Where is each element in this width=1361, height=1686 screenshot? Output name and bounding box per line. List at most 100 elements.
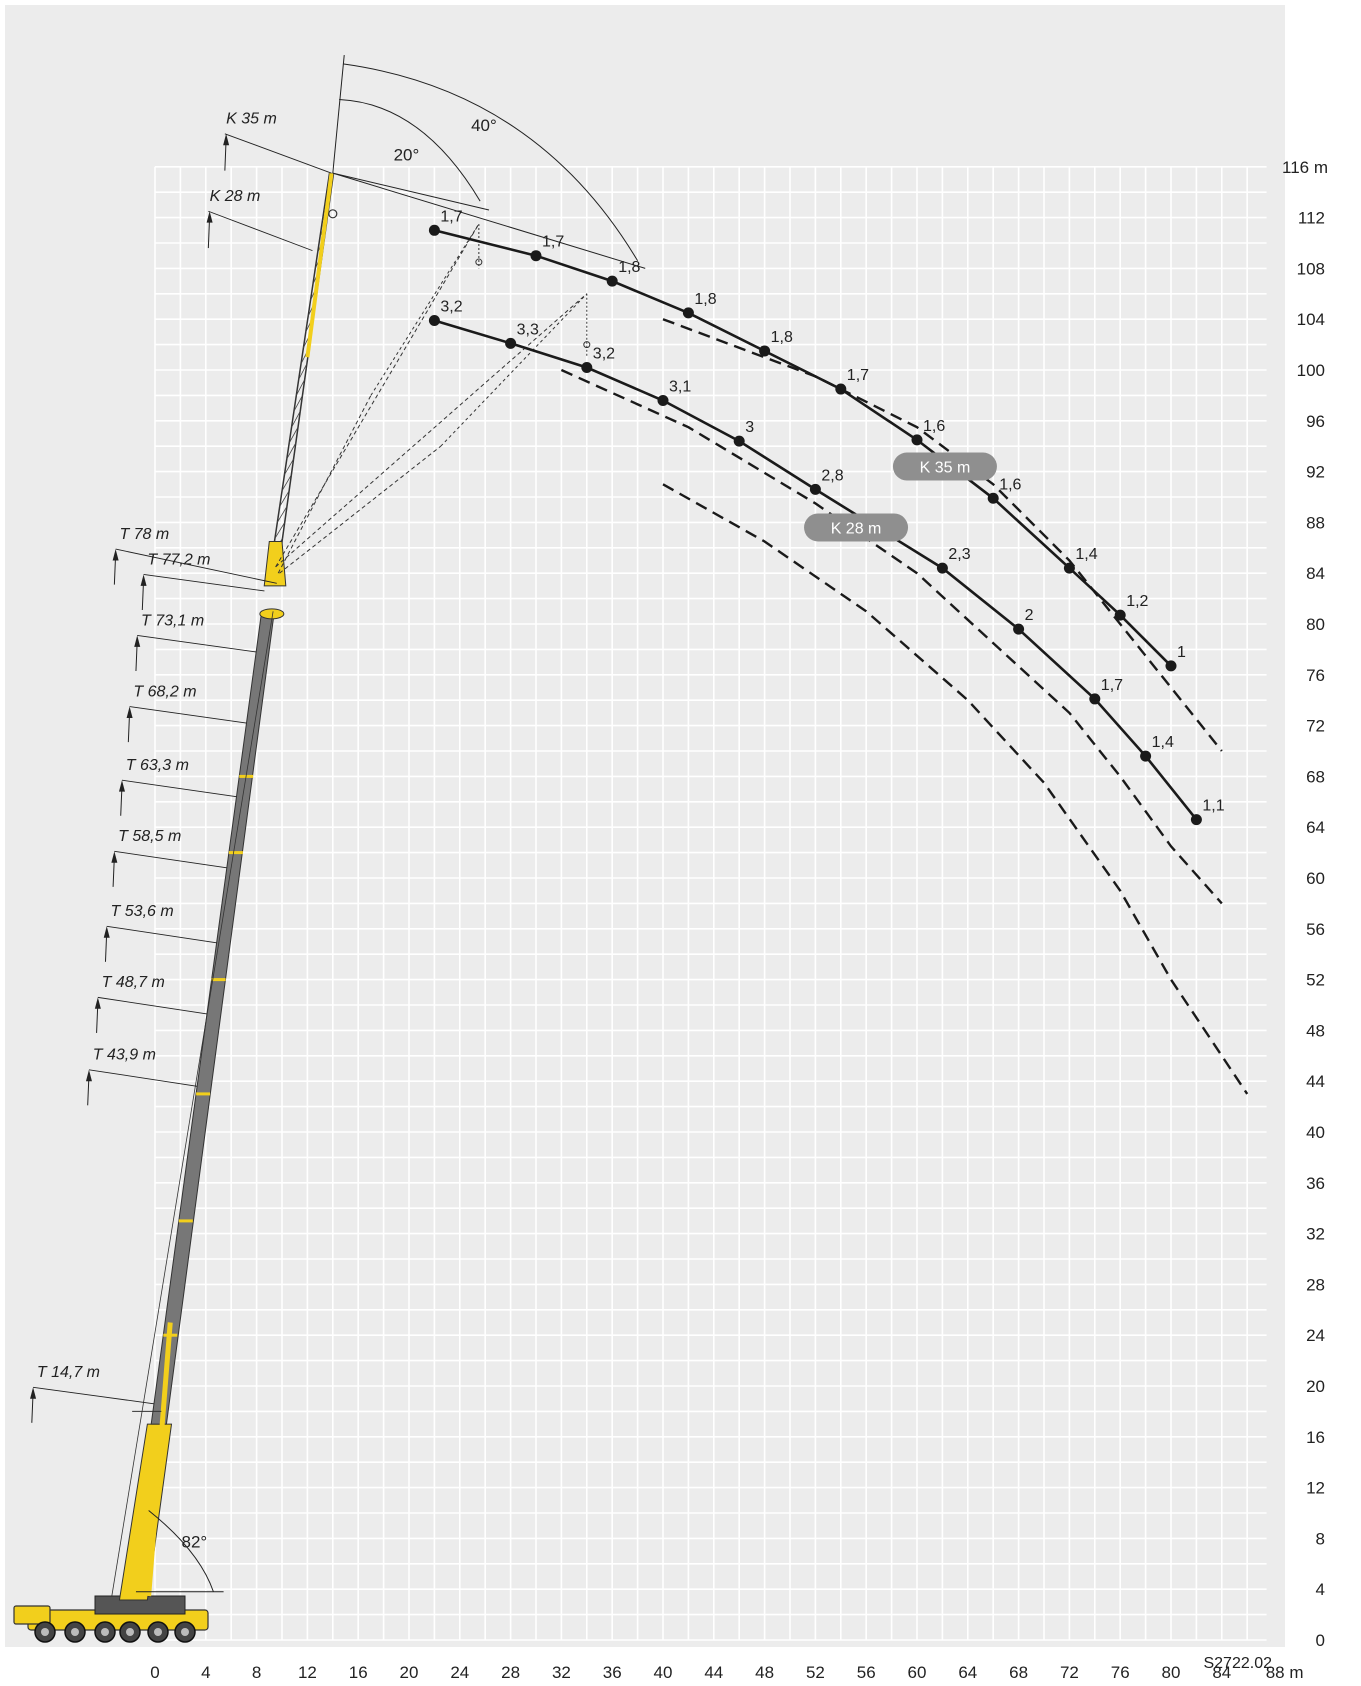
- load-value-label: 1,7: [440, 208, 462, 225]
- y-tick-label: 80: [1306, 615, 1325, 634]
- telescope-leader-line: [88, 1069, 198, 1087]
- x-tick-label: 28: [501, 1663, 520, 1682]
- load-point: [428, 314, 440, 326]
- arrow-head: [94, 997, 101, 1009]
- telescope-length-label: T 53,6 m: [111, 903, 174, 920]
- load-point: [581, 361, 593, 373]
- boom-outline-line: [111, 611, 274, 1597]
- jib-luffing-position: [279, 445, 442, 574]
- x-tick-label: 60: [908, 1663, 927, 1682]
- load-value-label: 2,8: [821, 467, 843, 484]
- jib-luffing-position: [275, 223, 480, 568]
- y-tick-label: 16: [1306, 1428, 1325, 1447]
- x-tick-label: 80: [1162, 1663, 1181, 1682]
- load-point: [1114, 609, 1126, 621]
- hook-block: [328, 209, 338, 219]
- angle-ray-20: [332, 172, 490, 211]
- load-value-label: 1,1: [1202, 798, 1224, 815]
- load-value-label: 1,6: [923, 418, 945, 435]
- x-tick-label: 84: [1212, 1663, 1231, 1682]
- angle-ray-40: [332, 172, 646, 269]
- crane-illustration: [13, 172, 591, 1643]
- y-tick-label: 96: [1306, 412, 1325, 431]
- telescope-leader-line: [114, 850, 227, 869]
- telescope-length-label: T 63,3 m: [126, 757, 189, 774]
- load-point: [911, 434, 923, 446]
- load-value-label: 3,1: [669, 378, 691, 395]
- crane-wheel-hub: [101, 1628, 109, 1636]
- vertical-reference-line: [332, 54, 345, 174]
- arrow-head: [223, 133, 230, 146]
- y-tick-label: 100: [1297, 361, 1325, 380]
- jib-leader-line: [208, 210, 313, 252]
- y-tick-label: 4: [1316, 1580, 1325, 1599]
- y-tick-label: 0: [1316, 1631, 1325, 1650]
- curve-badge-label: K 35 m: [920, 460, 971, 477]
- angle-arc-20: [339, 98, 481, 202]
- load-point: [759, 345, 771, 357]
- angle-label-40: 40°: [471, 116, 497, 135]
- dashed-curve: [662, 483, 1249, 1095]
- y-tick-label: 104: [1297, 310, 1325, 329]
- load-value-label: 1,2: [1126, 593, 1148, 610]
- telescope-leader-line: [143, 574, 265, 592]
- angle-label-20: 20°: [394, 145, 420, 164]
- load-point: [606, 275, 618, 287]
- load-point: [809, 483, 821, 495]
- x-tick-label: 72: [1060, 1663, 1079, 1682]
- load-point: [682, 307, 694, 319]
- angle-arc-82: [148, 1510, 214, 1592]
- arrow-head: [134, 635, 141, 647]
- y-tick-label: 48: [1306, 1021, 1325, 1040]
- arrow-head: [111, 851, 118, 863]
- load-point: [1165, 660, 1177, 672]
- y-tick-label: 112: [1298, 209, 1325, 228]
- load-curves: 1,7 1,7 1,8 1,8 1,8 1,7 1,6 1,6 1,4 1,2 1 3,2 3,3 3,2…: [428, 208, 1225, 826]
- telescope-length-label: T 43,9 m: [93, 1047, 156, 1064]
- curve-badge: [804, 513, 909, 542]
- dashed-curve: [560, 368, 1223, 905]
- load-point: [428, 224, 440, 236]
- crane-wheel-hub: [126, 1628, 134, 1636]
- load-value-label: 1,7: [847, 367, 869, 384]
- x-tick-label: 36: [603, 1663, 622, 1682]
- load-point: [936, 562, 948, 574]
- curve-badges: K 35 m K 28 m: [804, 452, 997, 542]
- x-tick-label: 52: [806, 1663, 825, 1682]
- angle-label-82: 82°: [182, 1532, 208, 1551]
- x-tick-label: 16: [349, 1663, 368, 1682]
- telescope-length-label: T 68,2 m: [133, 683, 196, 700]
- load-point: [733, 435, 745, 447]
- diagram-background: [5, 5, 1285, 1647]
- y-tick-label: 72: [1306, 717, 1325, 736]
- jib-length-label: K 35 m: [226, 111, 277, 128]
- telescope-leader-line: [129, 706, 247, 724]
- load-point: [1190, 814, 1202, 826]
- load-value-label: 2: [1025, 607, 1034, 624]
- x-tick-label: 40: [654, 1663, 673, 1682]
- y-axis-ticks: 0481216202428323640444852566064687276808…: [1297, 209, 1325, 1650]
- arrow-head: [126, 706, 133, 718]
- load-value-label: 3: [745, 419, 754, 436]
- load-value-label: 1,8: [618, 259, 640, 276]
- hook-icon: [475, 258, 483, 266]
- y-tick-label: 108: [1297, 259, 1325, 278]
- load-point: [1013, 623, 1025, 635]
- boom-annotations: 20° 40° 82° T 78 m T 77,2 m T 73,1 m T 68,2 m T…: [30, 54, 646, 1593]
- arrow-head: [103, 926, 110, 938]
- x-tick-label: 12: [298, 1663, 317, 1682]
- telescope-leader-line: [33, 1386, 155, 1405]
- x-axis-ticks: 0 4 8 12 16 20 24 28 32 36 40 44 48 52 56 60 64 68 72 76 80 8…: [150, 1663, 1231, 1682]
- crane-wheel-hub: [181, 1628, 189, 1636]
- chart-grid: [154, 166, 1267, 1641]
- y-tick-label: 88: [1306, 513, 1325, 532]
- load-point: [530, 250, 542, 262]
- jib-luffing-position: [275, 293, 588, 568]
- arrow-head: [118, 780, 125, 792]
- load-point: [835, 383, 847, 395]
- jib-luffing-position: [440, 293, 588, 447]
- x-tick-label: 48: [755, 1663, 774, 1682]
- telescope-length-label: T 77,2 m: [147, 551, 210, 568]
- load-point: [657, 394, 669, 406]
